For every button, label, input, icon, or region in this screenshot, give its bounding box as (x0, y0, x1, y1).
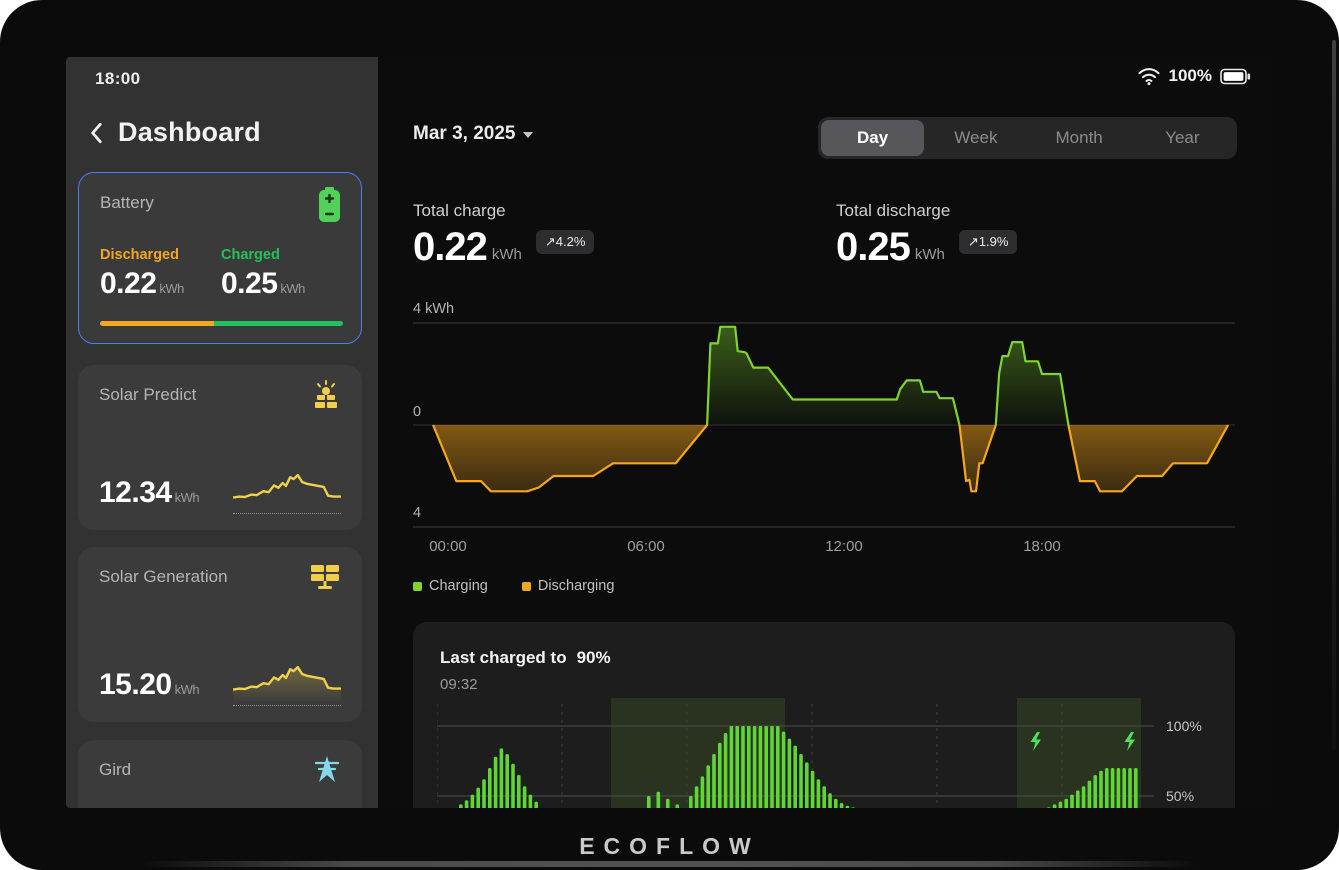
sun-panel-icon (315, 380, 337, 408)
grid-card-title: Gird (99, 760, 132, 779)
soc-axis-labels: 100% 50% (1166, 718, 1202, 804)
charged-metric: Charged 0.25 kWh (221, 247, 305, 301)
total-charge-unit: kWh (491, 246, 522, 263)
legend-charging-label: Charging (429, 578, 488, 594)
page-title: Dashboard (118, 117, 261, 147)
svg-text:0: 0 (413, 404, 421, 420)
legend-discharging: Discharging (521, 578, 615, 594)
discharged-progress-segment (100, 321, 214, 326)
card-solar-predict[interactable]: Solar Predict 12.34 kWh (78, 365, 362, 530)
total-discharge-summary: Total discharge 0.25 kWh ↗1.9% (836, 201, 1018, 269)
chevron-left-icon (91, 122, 102, 143)
charged-value: 0.25 (221, 267, 278, 300)
last-charged-title: Last charged to (440, 648, 567, 667)
svg-text:4: 4 (413, 505, 421, 521)
tab-month[interactable]: Month (1055, 128, 1103, 147)
total-discharge-unit: kWh (914, 246, 945, 263)
last-charged-time: 09:32 (440, 676, 478, 693)
chevron-down-icon (523, 132, 534, 138)
legend-discharging-label: Discharging (537, 578, 615, 594)
power-pylon-icon (314, 756, 340, 782)
charging-bolt-icons (1030, 732, 1135, 751)
date-selector[interactable]: Mar 3, 2025 (413, 123, 534, 145)
sparkline-baseline (233, 705, 341, 706)
back-button[interactable]: Dashboard (86, 117, 261, 148)
state-of-charge-chart: 100% 50% (437, 698, 1202, 808)
discharging-swatch (521, 581, 531, 591)
solar-generation-title: Solar Generation (99, 567, 228, 586)
tab-week[interactable]: Week (954, 128, 998, 147)
wifi-icon (1138, 68, 1160, 86)
card-grid[interactable]: Gird (78, 740, 362, 808)
total-discharge-delta-badge: ↗1.9% (958, 230, 1018, 254)
last-charged-percent: 90% (576, 648, 611, 667)
battery-percent-label: 100% (1168, 66, 1212, 85)
svg-text:18:00: 18:00 (1023, 538, 1061, 555)
sparkline-line (233, 475, 341, 497)
svg-text:12:00: 12:00 (825, 538, 863, 555)
svg-text:00:00: 00:00 (429, 538, 467, 555)
date-label: Mar 3, 2025 (413, 123, 516, 144)
clock: 18:00 (95, 69, 141, 88)
axis-labels: 4 kWh 0 4 00:00 06:00 12:00 18:00 (413, 301, 1061, 555)
solar-predict-sparkline (233, 457, 341, 514)
svg-text:100%: 100% (1166, 718, 1202, 734)
charged-progress-segment (213, 321, 343, 326)
charged-unit: kWh (280, 281, 305, 296)
discharged-metric: Discharged 0.22 kWh (100, 247, 184, 301)
sidebar: 18:00 Dashboard Battery Discharged (66, 57, 378, 808)
soc-bars (459, 726, 1138, 808)
solar-predict-value: 12.34 (99, 476, 172, 509)
tab-year[interactable]: Year (1165, 128, 1200, 147)
battery-status-icon (1220, 68, 1251, 84)
discharging-series (432, 425, 1230, 493)
main-panel: 100% Mar 3, 2025 Day Week Month Year Tot… (378, 57, 1270, 808)
svg-text:4 kWh: 4 kWh (413, 301, 454, 317)
battery-icon (319, 187, 340, 222)
total-charge-value: 0.22 (413, 225, 488, 269)
sparkline-baseline (233, 513, 341, 514)
solar-generation-unit: kWh (174, 682, 200, 697)
total-charge-label: Total charge (413, 201, 506, 220)
svg-text:06:00: 06:00 (627, 538, 665, 555)
last-charged-card: Last charged to 90% 09:32 100% 50% (413, 622, 1235, 808)
svg-text:50%: 50% (1166, 788, 1194, 804)
card-solar-generation[interactable]: Solar Generation 15.20 kWh (78, 547, 362, 722)
range-tabs: Day Week Month Year (818, 117, 1237, 159)
battery-progress-bar (100, 321, 343, 326)
screen: 18:00 Dashboard Battery Discharged (66, 57, 1270, 808)
discharged-value: 0.22 (100, 267, 157, 300)
total-discharge-label: Total discharge (836, 201, 951, 220)
bezel-right-highlight (1332, 40, 1336, 750)
tab-day[interactable]: Day (821, 120, 925, 156)
power-day-chart: 4 kWh 0 4 00:00 06:00 12:00 18:00 (413, 301, 1235, 555)
total-discharge-value: 0.25 (836, 225, 911, 269)
discharged-unit: kWh (159, 281, 184, 296)
sparkline-area (233, 667, 341, 701)
chart-legend: Charging Discharging (413, 578, 614, 594)
charged-label: Charged (221, 247, 280, 263)
legend-charging: Charging (413, 578, 488, 594)
status-indicators: 100% (1137, 66, 1251, 86)
solar-generation-value: 15.20 (99, 668, 172, 701)
bezel-bottom-highlight (140, 861, 1199, 867)
total-charge-summary: Total charge 0.22 kWh ↗4.2% (413, 201, 595, 269)
solar-predict-unit: kWh (174, 490, 200, 505)
solar-generation-sparkline (233, 649, 341, 706)
total-charge-delta-badge: ↗4.2% (535, 230, 595, 254)
battery-card-title: Battery (100, 193, 154, 212)
card-battery[interactable]: Battery Discharged 0.22 kWh Charged 0.25 k… (78, 172, 362, 344)
discharged-label: Discharged (100, 247, 179, 263)
solar-predict-title: Solar Predict (99, 385, 197, 404)
charging-series (433, 325, 1229, 425)
sparkline-line (233, 667, 341, 689)
solar-panel-icon (311, 565, 339, 589)
ecoflow-logo: ECOFLOW (579, 833, 760, 859)
charging-swatch (413, 581, 422, 591)
